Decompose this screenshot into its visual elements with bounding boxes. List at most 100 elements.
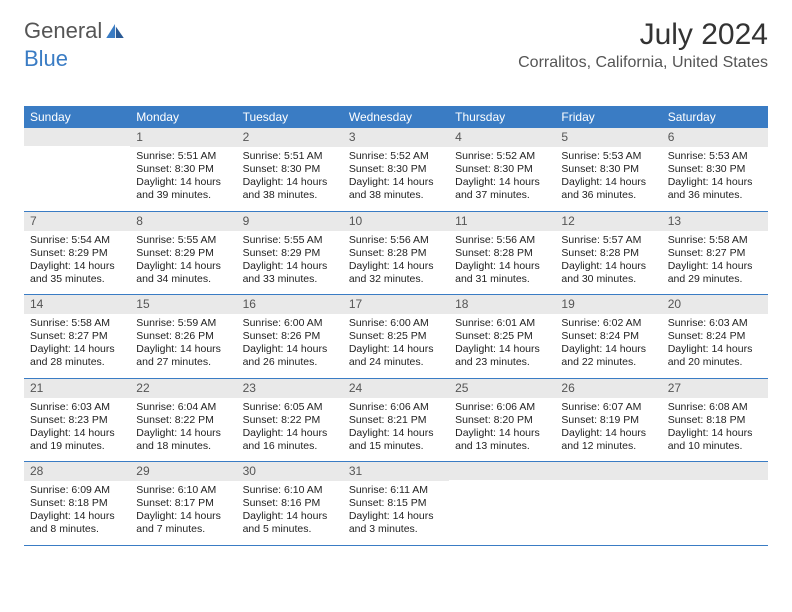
sunrise-text: Sunrise: 6:08 AM <box>668 401 762 414</box>
title-block: July 2024 Corralitos, California, United… <box>518 18 768 72</box>
daylight-text: Daylight: 14 hours and 34 minutes. <box>136 260 230 286</box>
day-number: 16 <box>237 295 343 314</box>
day-body: Sunrise: 5:58 AMSunset: 8:27 PMDaylight:… <box>24 314 130 378</box>
daylight-text: Daylight: 14 hours and 19 minutes. <box>30 427 124 453</box>
sunset-text: Sunset: 8:16 PM <box>243 497 337 510</box>
sunrise-text: Sunrise: 5:52 AM <box>455 150 549 163</box>
daylight-text: Daylight: 14 hours and 13 minutes. <box>455 427 549 453</box>
daylight-text: Daylight: 14 hours and 38 minutes. <box>243 176 337 202</box>
day-number: 11 <box>449 212 555 231</box>
day-number: 31 <box>343 462 449 481</box>
day-number: 10 <box>343 212 449 231</box>
day-cell: 3Sunrise: 5:52 AMSunset: 8:30 PMDaylight… <box>343 128 449 211</box>
sunrise-text: Sunrise: 6:05 AM <box>243 401 337 414</box>
sunset-text: Sunset: 8:17 PM <box>136 497 230 510</box>
day-of-week-cell: Wednesday <box>343 106 449 128</box>
sunset-text: Sunset: 8:25 PM <box>455 330 549 343</box>
day-number: 27 <box>662 379 768 398</box>
day-body: Sunrise: 5:56 AMSunset: 8:28 PMDaylight:… <box>343 231 449 295</box>
day-number: 1 <box>130 128 236 147</box>
day-body: Sunrise: 5:52 AMSunset: 8:30 PMDaylight:… <box>449 147 555 211</box>
day-cell: 11Sunrise: 5:56 AMSunset: 8:28 PMDayligh… <box>449 212 555 295</box>
sunset-text: Sunset: 8:27 PM <box>668 247 762 260</box>
day-number: 14 <box>24 295 130 314</box>
daylight-text: Daylight: 14 hours and 27 minutes. <box>136 343 230 369</box>
day-number: 8 <box>130 212 236 231</box>
day-number: 15 <box>130 295 236 314</box>
day-number <box>662 462 768 480</box>
day-body: Sunrise: 6:08 AMSunset: 8:18 PMDaylight:… <box>662 398 768 462</box>
day-number: 2 <box>237 128 343 147</box>
day-cell: 29Sunrise: 6:10 AMSunset: 8:17 PMDayligh… <box>130 462 236 545</box>
sunrise-text: Sunrise: 5:59 AM <box>136 317 230 330</box>
day-cell: 10Sunrise: 5:56 AMSunset: 8:28 PMDayligh… <box>343 212 449 295</box>
daylight-text: Daylight: 14 hours and 23 minutes. <box>455 343 549 369</box>
day-number: 3 <box>343 128 449 147</box>
day-of-week-cell: Friday <box>555 106 661 128</box>
day-number: 9 <box>237 212 343 231</box>
day-cell <box>662 462 768 545</box>
sunrise-text: Sunrise: 6:10 AM <box>136 484 230 497</box>
day-body: Sunrise: 6:09 AMSunset: 8:18 PMDaylight:… <box>24 481 130 545</box>
daylight-text: Daylight: 14 hours and 35 minutes. <box>30 260 124 286</box>
day-number <box>555 462 661 480</box>
week-row: 14Sunrise: 5:58 AMSunset: 8:27 PMDayligh… <box>24 295 768 379</box>
day-of-week-header: SundayMondayTuesdayWednesdayThursdayFrid… <box>24 106 768 128</box>
day-number: 23 <box>237 379 343 398</box>
day-cell: 17Sunrise: 6:00 AMSunset: 8:25 PMDayligh… <box>343 295 449 378</box>
sunset-text: Sunset: 8:30 PM <box>243 163 337 176</box>
sunset-text: Sunset: 8:18 PM <box>668 414 762 427</box>
sunset-text: Sunset: 8:18 PM <box>30 497 124 510</box>
sunrise-text: Sunrise: 6:03 AM <box>30 401 124 414</box>
day-body: Sunrise: 5:53 AMSunset: 8:30 PMDaylight:… <box>662 147 768 211</box>
day-cell: 15Sunrise: 5:59 AMSunset: 8:26 PMDayligh… <box>130 295 236 378</box>
day-number: 21 <box>24 379 130 398</box>
sunrise-text: Sunrise: 5:51 AM <box>243 150 337 163</box>
day-body: Sunrise: 6:01 AMSunset: 8:25 PMDaylight:… <box>449 314 555 378</box>
daylight-text: Daylight: 14 hours and 12 minutes. <box>561 427 655 453</box>
sunrise-text: Sunrise: 6:01 AM <box>455 317 549 330</box>
day-body: Sunrise: 5:53 AMSunset: 8:30 PMDaylight:… <box>555 147 661 211</box>
daylight-text: Daylight: 14 hours and 16 minutes. <box>243 427 337 453</box>
day-number: 7 <box>24 212 130 231</box>
sunset-text: Sunset: 8:30 PM <box>349 163 443 176</box>
sunset-text: Sunset: 8:30 PM <box>668 163 762 176</box>
daylight-text: Daylight: 14 hours and 15 minutes. <box>349 427 443 453</box>
day-cell: 14Sunrise: 5:58 AMSunset: 8:27 PMDayligh… <box>24 295 130 378</box>
day-cell: 24Sunrise: 6:06 AMSunset: 8:21 PMDayligh… <box>343 379 449 462</box>
day-cell: 31Sunrise: 6:11 AMSunset: 8:15 PMDayligh… <box>343 462 449 545</box>
sunset-text: Sunset: 8:26 PM <box>243 330 337 343</box>
sunset-text: Sunset: 8:15 PM <box>349 497 443 510</box>
day-number: 26 <box>555 379 661 398</box>
daylight-text: Daylight: 14 hours and 22 minutes. <box>561 343 655 369</box>
daylight-text: Daylight: 14 hours and 36 minutes. <box>668 176 762 202</box>
daylight-text: Daylight: 14 hours and 10 minutes. <box>668 427 762 453</box>
day-number: 20 <box>662 295 768 314</box>
sunset-text: Sunset: 8:19 PM <box>561 414 655 427</box>
sunset-text: Sunset: 8:22 PM <box>136 414 230 427</box>
day-of-week-cell: Monday <box>130 106 236 128</box>
sunrise-text: Sunrise: 6:06 AM <box>349 401 443 414</box>
sunrise-text: Sunrise: 6:06 AM <box>455 401 549 414</box>
logo-word-2: Blue <box>24 46 68 71</box>
daylight-text: Daylight: 14 hours and 20 minutes. <box>668 343 762 369</box>
sunrise-text: Sunrise: 6:02 AM <box>561 317 655 330</box>
sunset-text: Sunset: 8:27 PM <box>30 330 124 343</box>
day-body: Sunrise: 5:51 AMSunset: 8:30 PMDaylight:… <box>237 147 343 211</box>
day-cell: 20Sunrise: 6:03 AMSunset: 8:24 PMDayligh… <box>662 295 768 378</box>
sunset-text: Sunset: 8:22 PM <box>243 414 337 427</box>
day-body: Sunrise: 6:06 AMSunset: 8:20 PMDaylight:… <box>449 398 555 462</box>
day-cell: 27Sunrise: 6:08 AMSunset: 8:18 PMDayligh… <box>662 379 768 462</box>
day-number: 4 <box>449 128 555 147</box>
day-cell: 21Sunrise: 6:03 AMSunset: 8:23 PMDayligh… <box>24 379 130 462</box>
day-cell: 6Sunrise: 5:53 AMSunset: 8:30 PMDaylight… <box>662 128 768 211</box>
day-body: Sunrise: 6:10 AMSunset: 8:16 PMDaylight:… <box>237 481 343 545</box>
day-number: 17 <box>343 295 449 314</box>
sunset-text: Sunset: 8:20 PM <box>455 414 549 427</box>
day-cell: 19Sunrise: 6:02 AMSunset: 8:24 PMDayligh… <box>555 295 661 378</box>
day-cell: 22Sunrise: 6:04 AMSunset: 8:22 PMDayligh… <box>130 379 236 462</box>
day-body: Sunrise: 6:03 AMSunset: 8:23 PMDaylight:… <box>24 398 130 462</box>
daylight-text: Daylight: 14 hours and 37 minutes. <box>455 176 549 202</box>
sunrise-text: Sunrise: 5:51 AM <box>136 150 230 163</box>
daylight-text: Daylight: 14 hours and 24 minutes. <box>349 343 443 369</box>
